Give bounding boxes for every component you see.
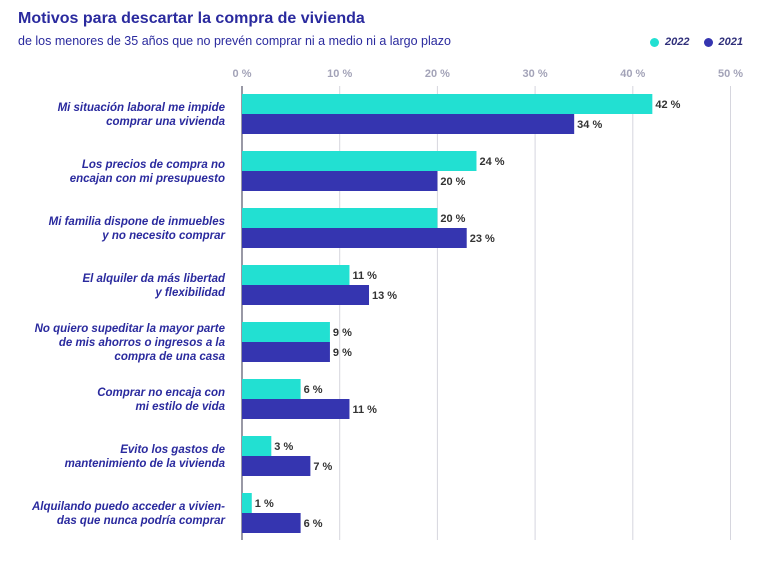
- category-label-line: El alquiler da más libertad: [82, 273, 225, 285]
- data-label: 6 %: [304, 518, 323, 530]
- bar-2021: [242, 114, 575, 134]
- data-label: 13 %: [372, 290, 397, 302]
- category-label-line: de mis ahorros o ingresos a la: [59, 337, 226, 349]
- category-label: Mi situación laboral me impide comprar un…: [58, 102, 226, 128]
- bar-2021: [242, 456, 311, 476]
- legend-label-2021: 2021: [718, 36, 743, 48]
- bar-2022: [242, 265, 350, 285]
- legend: 2022 2021: [636, 36, 743, 48]
- category-label-line: Los precios de compra no: [82, 159, 225, 171]
- data-label: 20 %: [440, 213, 465, 225]
- data-label: 34 %: [577, 119, 602, 131]
- data-label: 7 %: [313, 461, 332, 473]
- data-label: 6 %: [304, 384, 323, 396]
- category-label-line: Mi situación laboral me impide: [58, 102, 226, 114]
- category-label-line: mantenimiento de la vivienda: [65, 458, 226, 470]
- bar-2022: [242, 151, 477, 171]
- category-label: Los precios de compra no encajan con mi p…: [70, 159, 225, 185]
- category-label-line: mi estilo de vida: [136, 401, 226, 413]
- category-label-line: Comprar no encaja con: [97, 387, 225, 399]
- bar-2021: [242, 285, 370, 305]
- category-label-line: No quiero supeditar la mayor parte: [35, 323, 226, 335]
- category-label-line: Alquilando puedo acceder a vivien-: [31, 501, 225, 513]
- bar-2022: [242, 208, 438, 228]
- bar-2021: [242, 171, 438, 191]
- bar-2022: [242, 493, 252, 513]
- category-label-line: encajan con mi presupuesto: [70, 173, 225, 185]
- bar-2021: [242, 342, 330, 362]
- category-label-line: y no necesito comprar: [101, 230, 225, 242]
- category-label-line: Mi familia dispone de inmuebles: [49, 216, 225, 228]
- bar-2022: [242, 436, 272, 456]
- category-label: Evito los gastos de mantenimiento de la v…: [65, 444, 226, 470]
- data-label: 20 %: [440, 176, 465, 188]
- data-label: 24 %: [479, 156, 504, 168]
- category-label: No quiero supeditar la mayor parte de mis…: [35, 323, 226, 363]
- data-label: 11 %: [352, 404, 377, 416]
- legend-item-2022: 2022: [650, 36, 690, 48]
- legend-swatch-2021: [703, 37, 713, 47]
- bar-2021: [242, 513, 301, 533]
- x-tick-label: 50 %: [718, 68, 743, 80]
- bar-2022: [242, 379, 301, 399]
- category-label: Alquilando puedo acceder a vivien-das qu…: [31, 501, 226, 527]
- chart-subtitle: de los menores de 35 años que no prevén …: [18, 34, 451, 48]
- bar-2022: [242, 94, 653, 114]
- data-label: 3 %: [274, 441, 293, 453]
- category-label: Mi familia dispone de inmuebles y no nece…: [49, 216, 226, 242]
- data-label: 23 %: [470, 233, 495, 245]
- data-label: 9 %: [333, 347, 352, 359]
- data-label: 11 %: [352, 270, 377, 282]
- data-label: 1 %: [255, 498, 274, 510]
- x-tick-label: 10 %: [327, 68, 352, 80]
- x-tick-label: 0 %: [233, 68, 252, 80]
- bar-2022: [242, 322, 330, 342]
- category-label-line: y flexibilidad: [154, 287, 226, 299]
- category-label-line: comprar una vivienda: [106, 116, 225, 128]
- data-label: 42 %: [655, 99, 680, 111]
- category-label-line: compra de una casa: [114, 351, 225, 363]
- bar-2021: [242, 399, 350, 419]
- category-label: El alquiler da más libertad y flexibilida…: [82, 273, 225, 299]
- chart-title: Motivos para descartar la compra de vivi…: [18, 10, 365, 27]
- category-label: Comprar no encaja con mi estilo de vida: [97, 387, 225, 413]
- legend-item-2021: 2021: [703, 36, 743, 48]
- category-label-line: das que nunca podría comprar: [57, 515, 226, 527]
- x-tick-label: 30 %: [523, 68, 548, 80]
- bar-2021: [242, 228, 467, 248]
- x-tick-label: 40 %: [620, 68, 645, 80]
- legend-swatch-2022: [650, 37, 660, 47]
- legend-label-2022: 2022: [665, 36, 690, 48]
- data-label: 9 %: [333, 327, 352, 339]
- category-label-line: Evito los gastos de: [120, 444, 225, 456]
- x-tick-label: 20 %: [425, 68, 450, 80]
